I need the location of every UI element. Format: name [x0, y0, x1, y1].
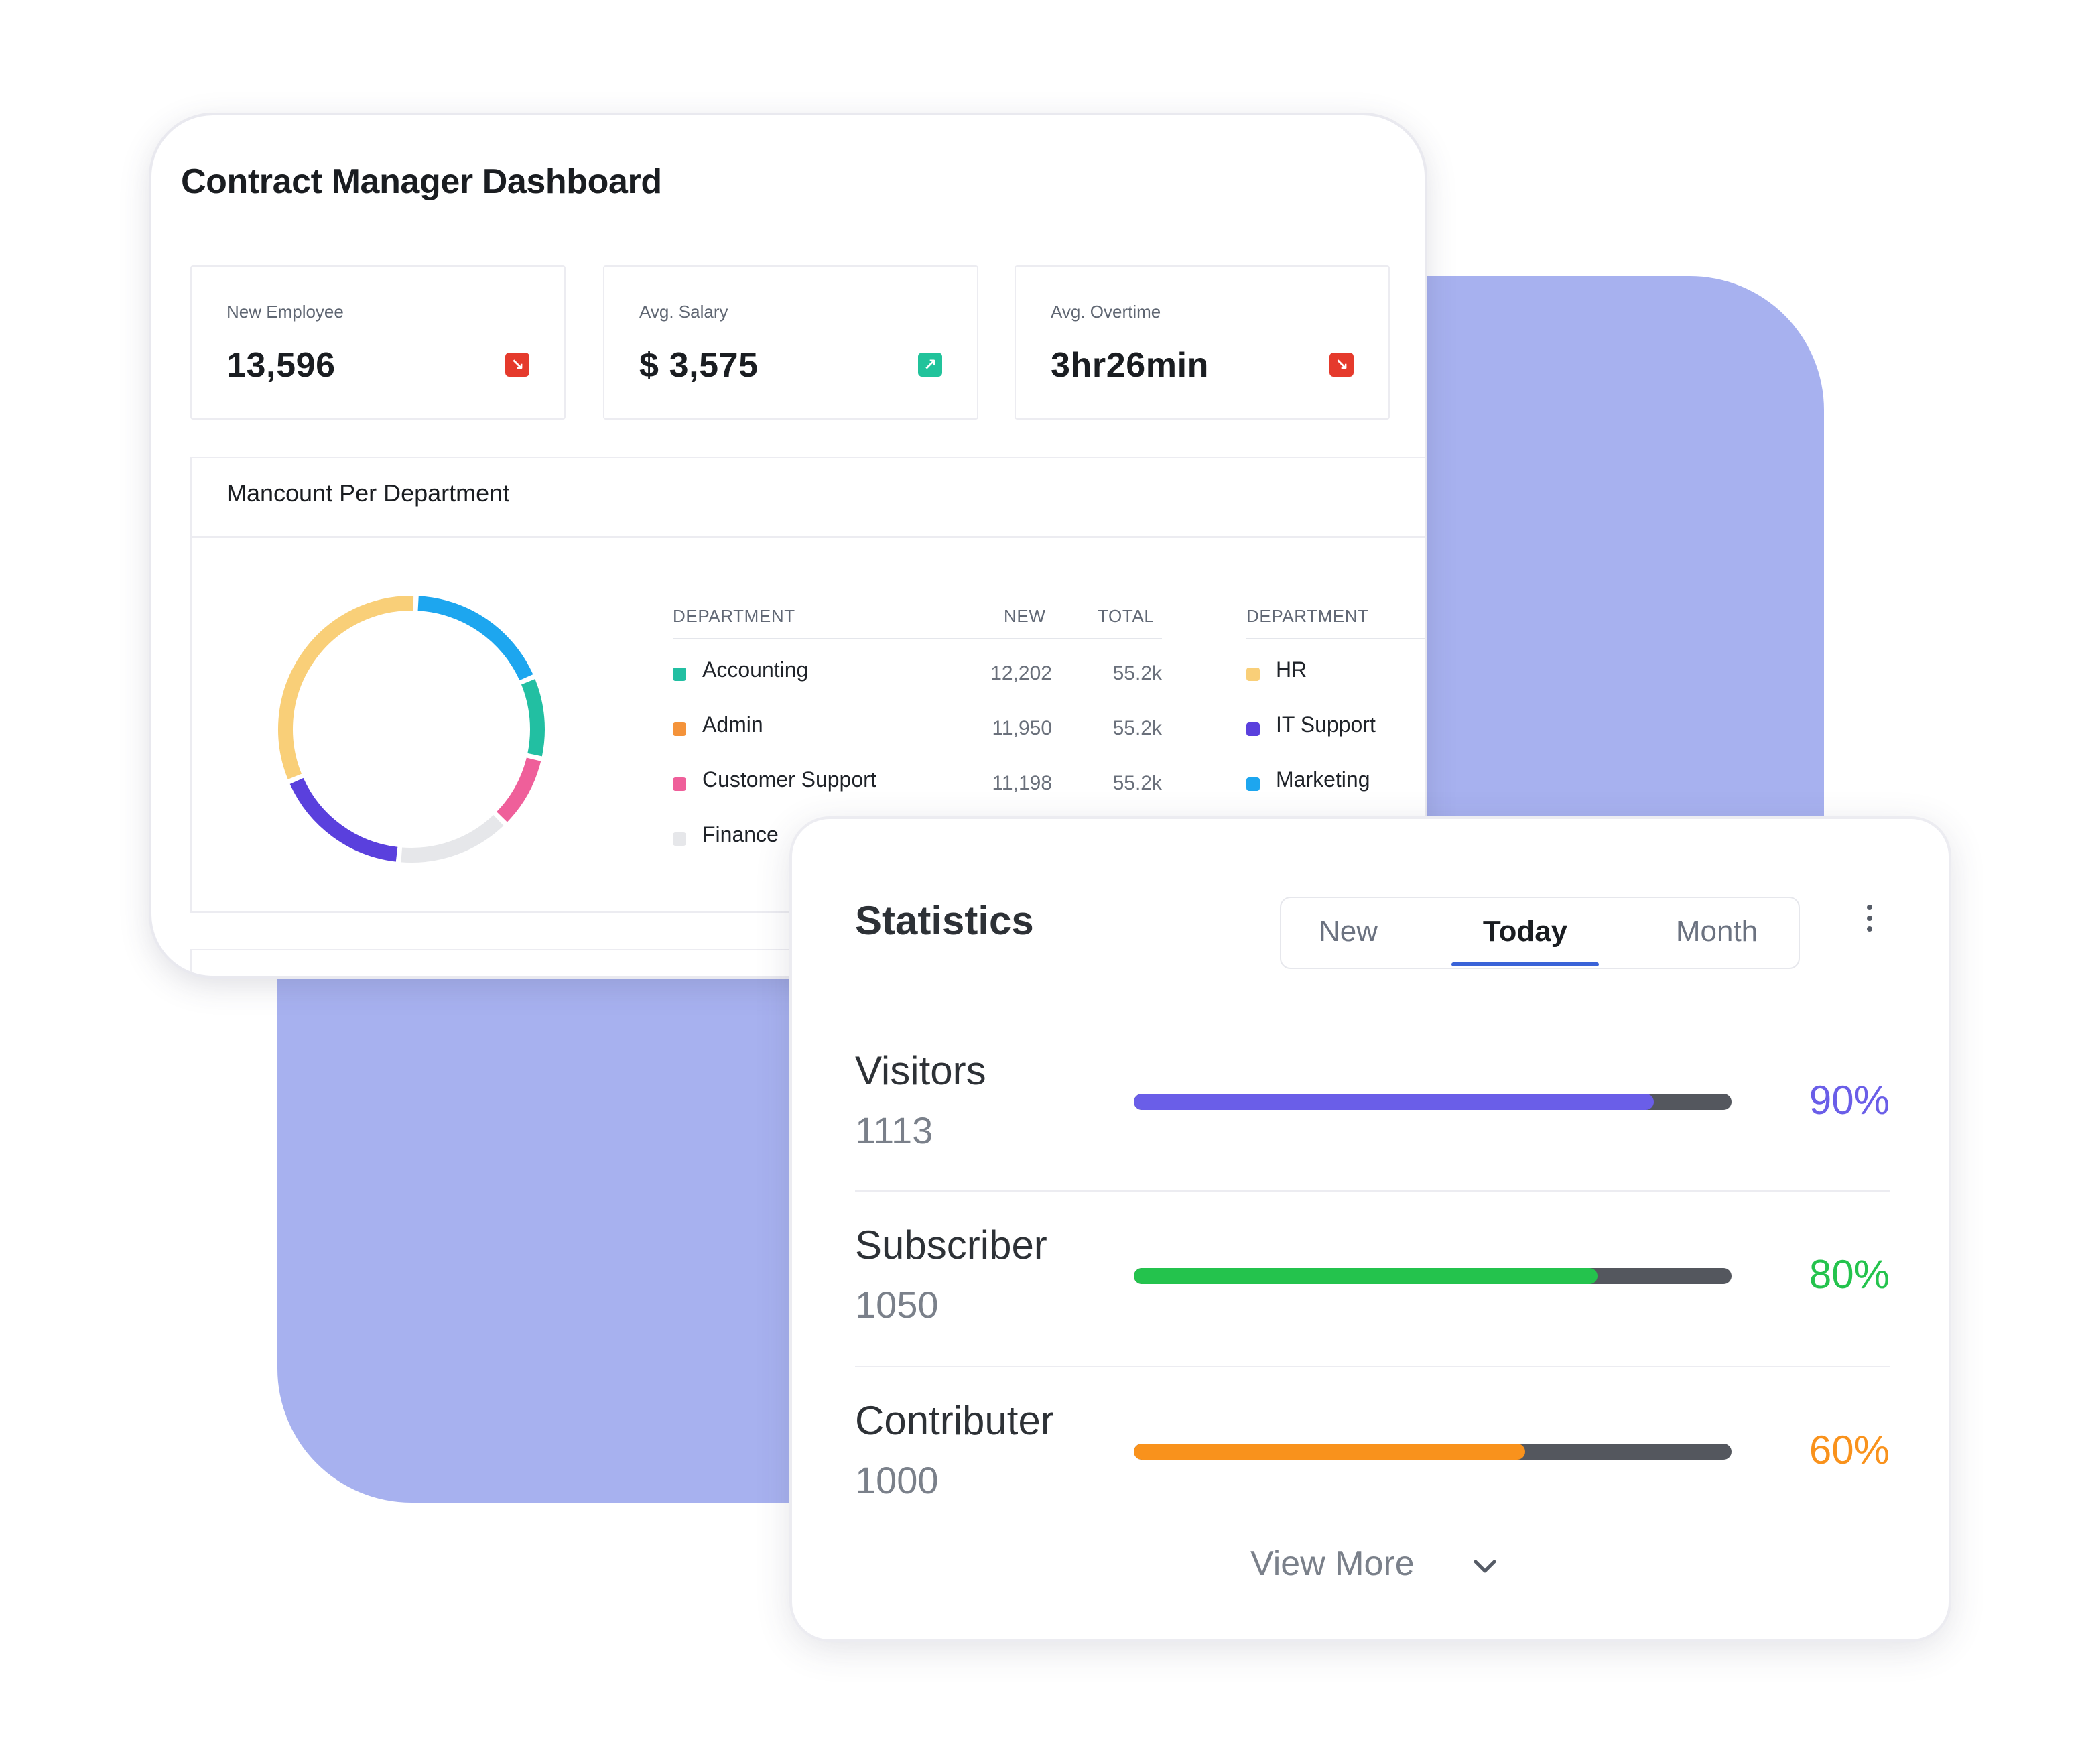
- divider: [192, 536, 1425, 538]
- stat-percent: 80%: [1809, 1253, 1890, 1298]
- legend-swatch: [1246, 777, 1260, 791]
- kpi-label: Avg. Overtime: [1051, 302, 1161, 322]
- statistics-title: Statistics: [855, 899, 1034, 944]
- department-name: Finance: [702, 824, 779, 847]
- department-name: Accounting: [702, 659, 809, 682]
- progress-fill: [1134, 1094, 1654, 1110]
- stat-percent: 60%: [1809, 1429, 1890, 1473]
- total-count: 55.2k: [1112, 662, 1162, 685]
- chevron-down-icon[interactable]: [1469, 1550, 1501, 1582]
- department-donut-chart: [278, 596, 545, 863]
- donut-segment-hr: [278, 596, 414, 779]
- donut-segment-accounting: [521, 679, 545, 757]
- kpi-value: 3hr26min: [1051, 344, 1210, 385]
- legend-swatch: [673, 777, 686, 791]
- trend-down-icon: ↘: [1329, 353, 1354, 377]
- legend-swatch: [673, 722, 686, 736]
- new-count: 11,198: [992, 772, 1052, 795]
- period-tabs: New Today Month: [1280, 897, 1800, 969]
- view-more-button[interactable]: View More: [1250, 1543, 1415, 1583]
- stat-name: Visitors: [855, 1050, 986, 1094]
- donut-segment-it-support: [289, 777, 398, 862]
- progress-track: [1134, 1094, 1732, 1110]
- panel-title: Mancount Per Department: [226, 480, 510, 507]
- kpi-card-avg-overtime: Avg. Overtime 3hr26min ↘: [1015, 265, 1390, 420]
- tab-today[interactable]: Today: [1482, 914, 1568, 948]
- page-title: Contract Manager Dashboard: [181, 161, 662, 201]
- legend-swatch: [673, 668, 686, 681]
- stat-row-visitors: Visitors 1113 90%: [855, 1050, 1890, 1184]
- divider: [855, 1366, 1890, 1367]
- legend-swatch: [1246, 668, 1260, 681]
- kpi-card-avg-salary: Avg. Salary $ 3,575 ↗: [603, 265, 978, 420]
- tab-month[interactable]: Month: [1675, 914, 1758, 948]
- donut-segment-finance: [401, 814, 504, 863]
- new-count: 11,950: [992, 717, 1052, 740]
- donut-segment-marketing: [417, 596, 533, 681]
- column-header-new: NEW: [1004, 606, 1046, 626]
- stat-count: 1000: [855, 1460, 939, 1501]
- stat-count: 1050: [855, 1284, 939, 1326]
- department-name: Marketing: [1276, 769, 1370, 792]
- statistics-card: Statistics New Today Month Visitors 1113…: [792, 819, 1949, 1639]
- department-name: HR: [1276, 659, 1307, 682]
- stat-count: 1113: [855, 1110, 933, 1151]
- total-count: 55.2k: [1112, 772, 1162, 795]
- progress-fill: [1134, 1268, 1598, 1284]
- kpi-label: Avg. Salary: [639, 302, 728, 322]
- stat-name: Subscriber: [855, 1224, 1047, 1268]
- stat-row-contributer: Contributer 1000 60%: [855, 1399, 1890, 1533]
- kpi-value: $ 3,575: [639, 344, 759, 385]
- column-header-department-2: DEPARTMENT: [1246, 606, 1369, 626]
- progress-fill: [1134, 1444, 1526, 1460]
- header-rule: [673, 638, 1162, 639]
- header-rule: [1246, 638, 1425, 639]
- progress-track: [1134, 1268, 1732, 1284]
- new-count: 12,202: [990, 662, 1052, 685]
- trend-up-icon: ↗: [918, 353, 942, 377]
- active-tab-indicator: [1451, 962, 1599, 966]
- department-name: Customer Support: [702, 769, 876, 792]
- total-count: 55.2k: [1112, 717, 1162, 740]
- column-header-total: TOTAL: [1098, 606, 1155, 626]
- dashboard-card: Contract Manager Dashboard New Employee …: [151, 115, 1425, 976]
- divider: [855, 1190, 1890, 1192]
- stat-name: Contributer: [855, 1399, 1054, 1444]
- kpi-label: New Employee: [226, 302, 344, 322]
- tab-new[interactable]: New: [1318, 914, 1378, 948]
- column-header-department: DEPARTMENT: [673, 606, 795, 626]
- kpi-value: 13,596: [226, 344, 336, 385]
- donut-segment-customer-support: [496, 757, 541, 822]
- kpi-card-new-employee: New Employee 13,596 ↘: [190, 265, 566, 420]
- legend-swatch: [1246, 722, 1260, 736]
- stat-percent: 90%: [1809, 1079, 1890, 1123]
- department-name: IT Support: [1276, 714, 1376, 737]
- legend-swatch: [673, 832, 686, 846]
- progress-track: [1134, 1444, 1732, 1460]
- more-vertical-icon[interactable]: [1859, 902, 1880, 940]
- stat-row-subscriber: Subscriber 1050 80%: [855, 1224, 1890, 1358]
- trend-down-icon: ↘: [505, 353, 529, 377]
- department-name: Admin: [702, 714, 763, 737]
